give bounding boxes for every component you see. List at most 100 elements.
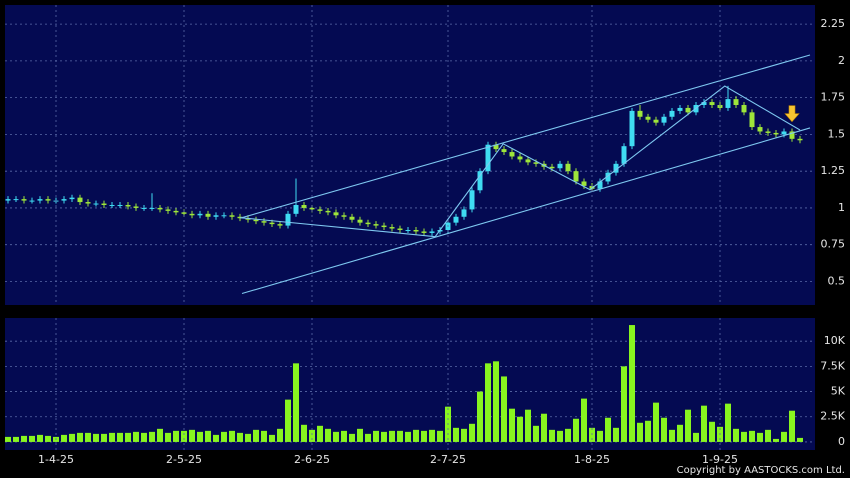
volume-bar bbox=[229, 430, 235, 442]
volume-bar bbox=[405, 431, 411, 442]
volume-bar bbox=[205, 430, 211, 442]
volume-bar bbox=[117, 432, 123, 442]
volume-bar bbox=[597, 430, 603, 442]
candle-body bbox=[781, 131, 787, 135]
volume-bar bbox=[509, 408, 515, 442]
candle-body bbox=[109, 205, 115, 206]
volume-bar bbox=[789, 410, 795, 442]
volume-bar bbox=[485, 363, 491, 442]
volume-bar bbox=[397, 430, 403, 442]
volume-bar bbox=[605, 417, 611, 442]
y-tick-label: 2.25 bbox=[821, 17, 846, 30]
y-tick-label: 10K bbox=[824, 334, 846, 347]
candle-body bbox=[493, 144, 499, 150]
candle-body bbox=[85, 202, 91, 204]
copyright: Copyright by AASTOCKS.com Ltd. bbox=[677, 465, 845, 476]
y-tick-label: 0.5 bbox=[828, 274, 846, 287]
candle-body bbox=[757, 127, 763, 132]
volume-bar bbox=[253, 429, 259, 442]
volume-bar bbox=[317, 425, 323, 442]
volume-bar bbox=[557, 430, 563, 442]
volume-bar bbox=[165, 432, 171, 442]
candle-body bbox=[229, 215, 235, 217]
volume-bar bbox=[781, 431, 787, 442]
candle-body bbox=[349, 216, 355, 220]
candle-body bbox=[101, 203, 107, 205]
candle-body bbox=[661, 116, 667, 123]
volume-bar bbox=[413, 429, 419, 442]
candle-body bbox=[213, 215, 219, 217]
candle-body bbox=[293, 205, 299, 214]
candle-body bbox=[325, 210, 331, 213]
volume-bar bbox=[365, 433, 371, 442]
candle-body bbox=[333, 212, 339, 216]
x-tick-label: 2-5-25 bbox=[166, 453, 202, 466]
y-tick-label: 1.75 bbox=[821, 91, 846, 104]
candle-body bbox=[5, 199, 11, 201]
volume-bar bbox=[773, 438, 779, 442]
volume-bar bbox=[757, 432, 763, 442]
candle-body bbox=[309, 207, 315, 210]
volume-bar bbox=[621, 366, 627, 442]
candle-body bbox=[669, 110, 675, 117]
candle-body bbox=[21, 199, 27, 201]
candle-body bbox=[237, 216, 243, 219]
candle-body bbox=[37, 199, 43, 201]
y-tick-label: 0.75 bbox=[821, 238, 846, 251]
candle-body bbox=[589, 185, 595, 189]
volume-bar bbox=[197, 431, 203, 442]
candle-body bbox=[77, 197, 83, 203]
price-panel bbox=[5, 5, 815, 305]
candle-body bbox=[197, 213, 203, 216]
volume-bar bbox=[573, 418, 579, 442]
candle-body bbox=[365, 222, 371, 225]
volume-bar bbox=[685, 409, 691, 442]
trend-line bbox=[241, 127, 811, 295]
volume-bar bbox=[357, 428, 363, 442]
candle-body bbox=[421, 231, 427, 233]
candle-body bbox=[149, 207, 155, 209]
candle-body bbox=[317, 209, 323, 211]
volume-bar bbox=[725, 403, 731, 442]
plot-layer: 0.5 0.75 1 1.25 1.5 1.75 2 2.25 0 2.5K 5K 7.5K 10K 1-… bbox=[5, 5, 846, 466]
volume-bar bbox=[501, 376, 507, 442]
candle-body bbox=[701, 102, 707, 105]
volume-bar bbox=[85, 432, 91, 442]
candle-body bbox=[389, 227, 395, 229]
volume-bar bbox=[133, 431, 139, 442]
candle-body bbox=[93, 203, 99, 205]
y-tick-label: 1.25 bbox=[821, 164, 846, 177]
volume-bar bbox=[125, 432, 131, 442]
volume-bar bbox=[797, 437, 803, 442]
candle-body bbox=[581, 181, 587, 186]
y-tick-label: 1.5 bbox=[828, 127, 846, 140]
volume-bar bbox=[293, 363, 299, 442]
volume-bar bbox=[61, 434, 67, 442]
candle-body bbox=[173, 210, 179, 213]
volume-bar bbox=[645, 420, 651, 442]
candle-body bbox=[677, 107, 683, 111]
volume-bar bbox=[693, 432, 699, 442]
volume-bar bbox=[341, 430, 347, 442]
volume-bar bbox=[661, 417, 667, 442]
candle-body bbox=[565, 163, 571, 172]
candle-body bbox=[125, 205, 131, 207]
volume-bar bbox=[709, 421, 715, 442]
volume-bar bbox=[69, 433, 75, 442]
x-tick-label: 2-6-25 bbox=[294, 453, 330, 466]
y-tick-label: 7.5K bbox=[820, 359, 845, 372]
candle-body bbox=[725, 99, 731, 108]
volume-bar bbox=[101, 433, 107, 442]
candle-body bbox=[645, 116, 651, 120]
candle-body bbox=[485, 144, 491, 172]
volume-bar bbox=[189, 429, 195, 442]
candle-body bbox=[685, 107, 691, 113]
volume-bar bbox=[493, 361, 499, 442]
candle-body bbox=[141, 207, 147, 209]
candle-body bbox=[741, 105, 747, 113]
volume-bar bbox=[37, 434, 43, 442]
candle-body bbox=[405, 230, 411, 231]
candle-body bbox=[157, 207, 163, 210]
candle-body bbox=[597, 181, 603, 189]
volume-bar bbox=[677, 424, 683, 442]
